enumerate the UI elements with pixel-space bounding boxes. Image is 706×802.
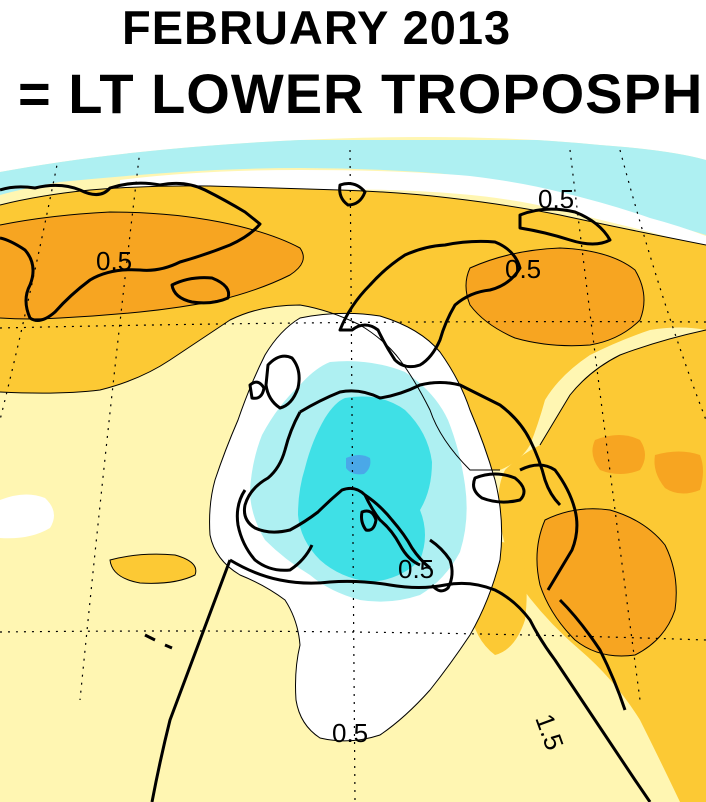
contour-label-africa: 0.5 — [332, 718, 368, 748]
red-sea-coast — [558, 598, 627, 711]
anomaly-fill-neutral-atlantic — [0, 494, 54, 539]
africa-coast — [229, 558, 652, 802]
greece-coast — [429, 538, 454, 593]
anomaly-fill-strong-positive-iran — [654, 451, 703, 494]
anomaly-fill-strong-positive-arabia — [536, 508, 677, 656]
anomaly-fill-mid-positive-atlantic — [110, 554, 196, 584]
iceland-coast — [170, 276, 231, 305]
anomaly-fill-strong-negative — [346, 455, 371, 475]
svalbard-coast — [338, 182, 367, 207]
contour-label-arctic: 0.5 — [538, 184, 574, 214]
sardinia-coast — [360, 509, 378, 532]
iberia-coast — [235, 489, 314, 572]
canary-islands — [144, 633, 173, 650]
graticule — [0, 149, 706, 802]
anomaly-fill-strong-positive-russia — [466, 248, 644, 346]
contour-label-mediterranean: 0.5 — [398, 554, 434, 584]
middle-east-coast — [519, 463, 579, 591]
british-isles-coast — [248, 354, 301, 410]
contour-label-russia: 0.5 — [505, 254, 541, 284]
scandinavia-coast — [338, 239, 522, 369]
map-title: FEBRUARY 2013 — [122, 1, 512, 54]
novaya-zemlya-coast — [518, 207, 612, 246]
contour-label-greenland: 0.5 — [96, 246, 132, 276]
map-subtitle: = LT LOWER TROPOSPHE — [18, 62, 706, 125]
coastlines — [0, 181, 652, 802]
africa-west-coast — [150, 559, 232, 802]
arctic-cold-band — [0, 140, 706, 235]
black-sea-coast — [472, 472, 526, 504]
europe-mainland-coast — [243, 381, 562, 567]
anomaly-fill-mid-negative — [298, 396, 432, 582]
italy-coast — [364, 493, 431, 570]
anomaly-fill-strong-positive-caspian — [592, 435, 645, 474]
contour-labels: 0.5 0.5 0.5 0.5 0.5 1.5 — [96, 184, 574, 754]
greenland-coast — [0, 181, 262, 322]
